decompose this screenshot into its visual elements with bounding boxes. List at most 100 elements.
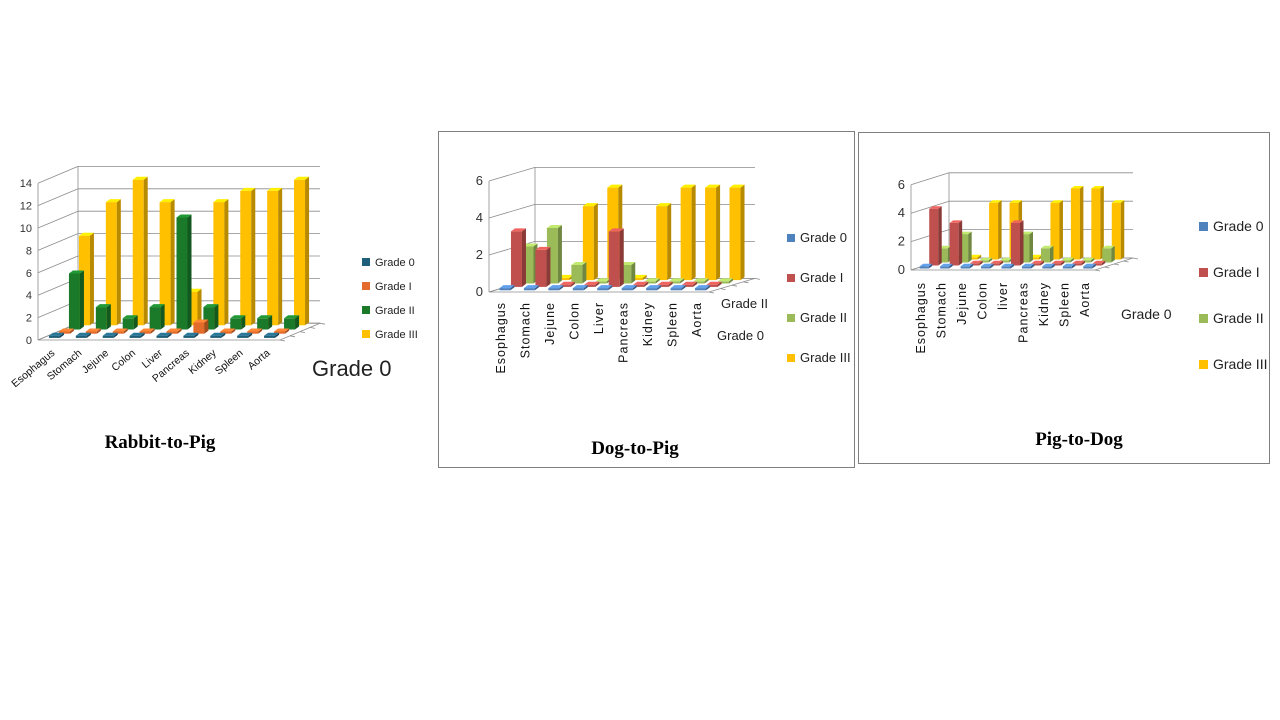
- bar-grade-0-pancreas-side: [632, 285, 637, 291]
- bar-grade-i-spleen-top: [682, 281, 698, 285]
- bar-grade-ii-liver: [620, 265, 632, 284]
- bar-grade-0-spleen-top: [237, 332, 253, 336]
- bar-grade-0-jejune-side: [113, 332, 118, 338]
- bar-grade-ii-colon-top: [595, 278, 611, 282]
- bar-grade-0-stomach-top: [523, 285, 539, 289]
- x-tick-label: Stomach: [935, 282, 949, 338]
- bar-grade-i-esophagus: [58, 331, 70, 334]
- depth-tick: [743, 281, 749, 284]
- bar-grade-iii-pancreas: [656, 206, 668, 281]
- bar-grade-iii-kidney-top: [1070, 186, 1084, 189]
- x-tick-label: Stomach: [519, 302, 533, 358]
- bar-grade-iii-aorta-top: [1111, 200, 1125, 203]
- bar-grade-ii-pancreas: [1040, 248, 1050, 263]
- depth-tick: [1132, 257, 1139, 260]
- bar-grade-ii-stomach: [95, 307, 107, 330]
- legend-label: Grade I: [1213, 264, 1260, 280]
- bar-grade-ii-colon-side: [160, 304, 165, 330]
- bar-grade-ii-stomach: [959, 234, 969, 263]
- legend-swatch-grade-ii: [787, 314, 795, 322]
- chart-panel-rabbit-to-pig: 0 2 4 6 8 10 12 14 Esophagus Stomach Jejune Colon Li…: [0, 140, 430, 470]
- x-tick-label: Colon: [976, 282, 990, 320]
- bar-grade-ii-stomach: [546, 228, 558, 284]
- bar-grade-i-stomach: [85, 331, 97, 334]
- y-tick-label: 6: [26, 268, 32, 280]
- bar-grade-0-kidney-side: [221, 332, 226, 338]
- gridline: [488, 167, 536, 182]
- bar-grade-0-kidney-top: [1042, 263, 1055, 267]
- legend-swatch-grade-i: [1199, 268, 1208, 277]
- bar-grade-iii-jejune-top: [132, 176, 148, 180]
- bar-grade-0-liver-side: [608, 285, 613, 291]
- bar-grade-ii-stomach-side: [106, 304, 111, 330]
- bar-grade-i-kidney-top: [657, 281, 673, 285]
- bar-grade-ii-jejune: [571, 265, 583, 284]
- bar-grade-ii-aorta-side: [295, 315, 300, 330]
- bar-grade-0-liver: [1001, 266, 1011, 269]
- bar-grade-iii-esophagus-side: [89, 232, 94, 326]
- x-tick-label: Colon: [568, 302, 582, 340]
- bar-grade-i-spleen-top: [1072, 260, 1085, 264]
- bar-grade-i-aorta-top: [274, 328, 290, 332]
- bar-grade-ii-esophagus: [68, 273, 80, 330]
- bar-grade-i-colon-side: [595, 281, 600, 287]
- x-tick-label: liver: [996, 282, 1010, 310]
- bar-grade-iii-aorta-top: [729, 184, 745, 188]
- bar-grade-ii-spleen-side: [704, 278, 709, 284]
- bar-grade-iii-aorta: [294, 179, 306, 326]
- bar-grade-iii-spleen-side: [1100, 186, 1104, 260]
- bar-grade-i-stomach-side: [96, 328, 101, 334]
- chart-title: Rabbit-to-Pig: [105, 432, 216, 453]
- bar-grade-i-pancreas: [633, 284, 645, 287]
- bar-grade-0-esophagus-top: [48, 332, 64, 336]
- bar-grade-iii-spleen: [1091, 188, 1101, 260]
- bar-grade-iii-jejune-side: [593, 203, 598, 281]
- bar-grade-i-jejune-side: [979, 260, 983, 266]
- bar-grade-ii-jejune-top: [979, 257, 993, 261]
- bar-grade-0-jejune-side: [559, 285, 564, 291]
- bar-grade-0-stomach: [75, 335, 87, 338]
- bar-grade-0-stomach: [940, 266, 950, 269]
- bar-grade-iii-jejune: [582, 206, 594, 281]
- legend-swatch-grade-0: [1199, 222, 1208, 231]
- bar-grade-ii-esophagus-top: [68, 270, 84, 274]
- legend-label: Grade 0: [1213, 218, 1264, 234]
- bar-grade-0-stomach-side: [86, 332, 91, 338]
- bar-grade-ii-jejune: [979, 260, 989, 263]
- bar-grade-iii-spleen-top: [1091, 186, 1104, 189]
- bar-grade-i-colon-top: [139, 328, 155, 332]
- bar-grade-ii-liver-top: [1020, 231, 1033, 235]
- legend-swatch-grade-i: [362, 282, 370, 290]
- bar-grade-ii-aorta-side: [729, 278, 734, 284]
- depth-tick: [319, 322, 326, 325]
- bar-grade-ii-jejune-top: [571, 262, 587, 265]
- bar-grade-iii-stomach-top: [105, 199, 121, 203]
- depth-axis-label: Grade II: [721, 296, 768, 311]
- bar-grade-i-colon-side: [999, 260, 1004, 266]
- x-tick-label: Jejune: [543, 302, 557, 345]
- bar-grade-ii-kidney: [669, 281, 681, 284]
- y-tick-label: 4: [26, 290, 32, 302]
- bar-grade-i-pancreas-top: [193, 319, 209, 323]
- y-tick-label: 8: [26, 245, 32, 257]
- bar-grade-0-colon-top: [981, 263, 994, 267]
- bar-grade-iii-pancreas-side: [1059, 200, 1063, 260]
- bar-grade-iii-pancreas-top: [1050, 200, 1063, 203]
- bar-grade-ii-aorta: [284, 318, 296, 330]
- bar-grade-ii-liver-top: [176, 214, 192, 218]
- bar-grade-iii-aorta-side: [1120, 200, 1125, 260]
- bar-grade-iii-kidney-side: [1079, 186, 1084, 260]
- bar-grade-i-stomach: [535, 249, 547, 287]
- depth-tick: [309, 327, 316, 329]
- depth-tick: [708, 291, 715, 294]
- bar-grade-iii-colon-top: [159, 199, 175, 203]
- bar-grade-i-colon: [139, 331, 151, 334]
- bar-grade-0-aorta-side: [1092, 263, 1096, 269]
- bar-grade-ii-aorta-top: [718, 278, 734, 282]
- legend-label: Grade 0: [375, 257, 415, 269]
- legend-swatch-grade-iii: [787, 354, 795, 362]
- legend-label: Grade I: [375, 281, 412, 293]
- bar-grade-0-esophagus: [48, 335, 60, 338]
- bar-grade-0-aorta-side: [706, 285, 711, 291]
